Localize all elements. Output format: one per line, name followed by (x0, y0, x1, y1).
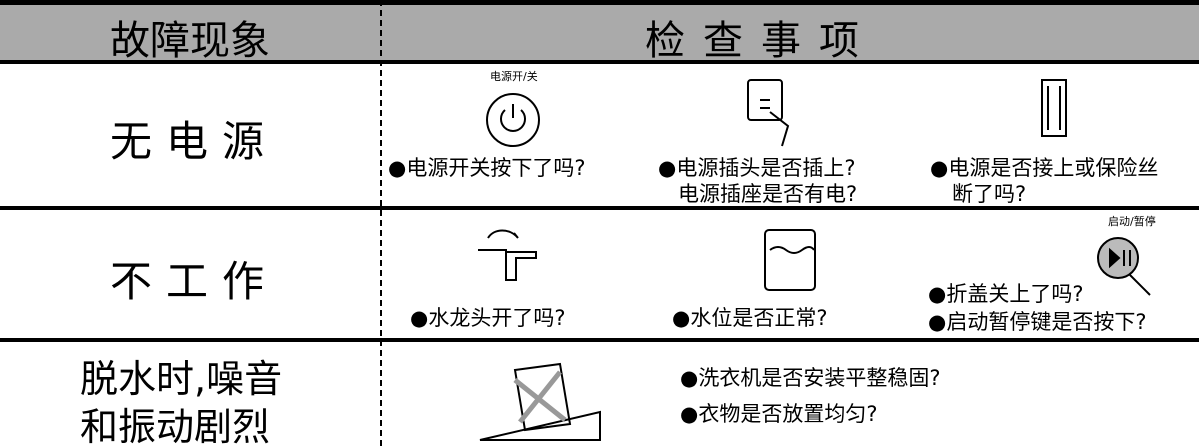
power-symbol (500, 104, 526, 132)
rule (0, 206, 1199, 210)
header-band (0, 0, 1199, 62)
check-text: 断了吗? (952, 182, 1027, 206)
check-text: 电源插座是否有电? (678, 182, 858, 206)
header-symptom: 故障现象 (110, 18, 270, 64)
icon-label: 电源开/关 (490, 70, 538, 83)
water-level (769, 246, 815, 254)
check-text: ●衣物是否放置均匀? (680, 402, 878, 426)
check-text: ●水龙头开了吗? (410, 306, 566, 330)
play-symbol (1109, 247, 1121, 269)
tap-icon (478, 229, 537, 281)
plug-icon (760, 99, 790, 147)
check-text: ●折盖关上了吗? (928, 282, 1084, 306)
column-divider (380, 0, 382, 446)
symptom: 无电源 (110, 117, 279, 166)
water-icon (764, 229, 816, 291)
check-text: ●电源是否接上或保险丝 (930, 156, 1159, 180)
cross-mark (513, 370, 567, 424)
check-text: ●水位是否正常? (672, 306, 828, 330)
symptom: 和振动剧烈 (80, 405, 271, 446)
rule (0, 0, 1199, 5)
fuse-icon (1041, 79, 1067, 137)
header-checks: 检查事项 (645, 18, 877, 64)
check-text: ●电源开关按下了吗? (388, 156, 586, 180)
check-text: ●启动暂停键是否按下? (928, 310, 1147, 334)
check-text: ●洗衣机是否安装平整稳固? (680, 366, 941, 390)
icon-label: 启动/暂停 (1108, 215, 1156, 228)
rule (0, 60, 1199, 64)
fuse-detail (1047, 86, 1061, 130)
symptom: 不工作 (110, 257, 279, 306)
power-icon (486, 93, 540, 147)
rule (0, 338, 1199, 342)
tilted-washer-icon (479, 362, 601, 441)
symptom: 脱水时,噪音 (80, 357, 283, 401)
pause-symbol (1123, 250, 1151, 296)
socket-icon (747, 79, 783, 121)
check-text: ●电源插头是否插上? (658, 156, 856, 180)
